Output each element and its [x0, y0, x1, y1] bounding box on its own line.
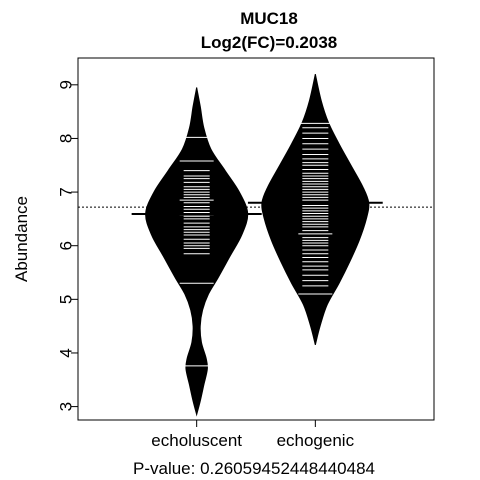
beans-group — [78, 73, 434, 417]
bean-echoluscent — [131, 87, 262, 417]
y-axis: 3 4 5 6 7 8 9 — [57, 80, 78, 411]
x-axis-label: P-value: 0.26059452448440484 — [133, 459, 375, 478]
y-tick-label: 7 — [57, 187, 76, 196]
bean-shape — [145, 87, 249, 417]
x-tick-label: echogenic — [277, 431, 355, 450]
y-axis-label: Abundance — [12, 196, 31, 282]
y-tick-label: 4 — [57, 348, 76, 357]
x-axis: echoluscent echogenic — [151, 420, 355, 450]
y-tick-label: 5 — [57, 295, 76, 304]
y-tick-label: 6 — [57, 241, 76, 250]
chart-subtitle: Log2(FC)=0.2038 — [201, 33, 338, 52]
y-tick-label: 9 — [57, 80, 76, 89]
bean-echogenic — [247, 73, 383, 346]
plot-frame — [77, 57, 435, 421]
y-tick-label: 3 — [57, 402, 76, 411]
bean-shape — [261, 73, 370, 346]
chart-title: MUC18 — [240, 9, 298, 28]
x-tick-label: echoluscent — [151, 431, 242, 450]
y-tick-label: 8 — [57, 134, 76, 143]
